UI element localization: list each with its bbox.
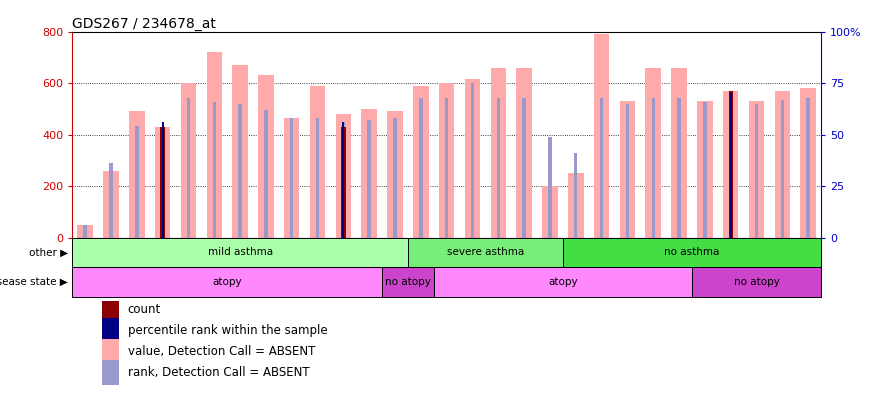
Bar — [310, 86, 325, 238]
Bar — [439, 83, 455, 238]
Bar — [542, 186, 558, 238]
Text: atopy: atopy — [212, 277, 242, 287]
Bar — [72, 238, 408, 267]
Bar — [563, 238, 821, 267]
Bar — [413, 86, 428, 238]
Bar — [646, 68, 661, 238]
Bar — [84, 225, 87, 238]
Bar — [729, 93, 732, 238]
Bar — [212, 102, 216, 238]
Text: GDS267 / 234678_at: GDS267 / 234678_at — [72, 17, 216, 30]
Bar — [341, 127, 345, 238]
Bar — [522, 97, 526, 238]
Bar — [445, 97, 448, 238]
Bar — [388, 112, 403, 238]
Bar — [103, 171, 119, 238]
Text: no asthma: no asthma — [664, 248, 720, 257]
Bar — [600, 97, 603, 238]
Bar — [181, 83, 196, 238]
Bar — [284, 118, 300, 238]
Bar — [677, 97, 681, 238]
Bar — [774, 91, 790, 238]
Bar — [548, 137, 552, 238]
Bar — [433, 267, 692, 297]
Bar — [102, 360, 119, 385]
Text: percentile rank within the sample: percentile rank within the sample — [128, 324, 327, 337]
Bar — [78, 225, 93, 238]
Text: disease state ▶: disease state ▶ — [0, 277, 68, 287]
Bar — [692, 267, 821, 297]
Bar — [574, 153, 577, 238]
Bar — [729, 91, 733, 238]
Text: no atopy: no atopy — [734, 277, 780, 287]
Bar — [619, 101, 635, 238]
Bar — [465, 79, 480, 238]
Bar — [626, 104, 629, 238]
Text: no atopy: no atopy — [385, 277, 431, 287]
Bar — [393, 118, 396, 238]
Bar — [109, 164, 113, 238]
Bar — [470, 83, 474, 238]
Text: other ▶: other ▶ — [29, 248, 68, 257]
Bar — [652, 97, 655, 238]
Bar — [367, 120, 371, 238]
Bar — [806, 97, 810, 238]
Bar — [187, 97, 190, 238]
Bar — [361, 109, 377, 238]
Bar — [568, 173, 583, 238]
Bar — [419, 97, 423, 238]
Bar — [749, 101, 765, 238]
Text: atopy: atopy — [548, 277, 578, 287]
Bar — [516, 68, 532, 238]
Bar — [233, 65, 248, 238]
Text: mild asthma: mild asthma — [208, 248, 272, 257]
Bar — [594, 34, 610, 238]
Bar — [135, 126, 138, 238]
Bar — [161, 122, 164, 238]
Bar — [290, 118, 293, 238]
Bar — [382, 267, 433, 297]
Bar — [239, 104, 241, 238]
Bar — [258, 75, 274, 238]
Bar — [342, 122, 345, 238]
Bar — [102, 318, 119, 343]
Bar — [155, 127, 170, 238]
Bar — [497, 97, 500, 238]
Bar — [755, 104, 759, 238]
Bar — [671, 68, 687, 238]
Bar — [491, 68, 506, 238]
Text: count: count — [128, 303, 161, 316]
Bar — [729, 97, 732, 238]
Bar — [316, 118, 319, 238]
Bar — [801, 88, 816, 238]
Bar — [72, 267, 382, 297]
Bar — [703, 102, 707, 238]
Text: severe asthma: severe asthma — [447, 248, 524, 257]
Text: rank, Detection Call = ABSENT: rank, Detection Call = ABSENT — [128, 366, 309, 379]
Bar — [697, 101, 713, 238]
Bar — [102, 297, 119, 322]
Bar — [129, 112, 144, 238]
Bar — [408, 238, 563, 267]
Text: value, Detection Call = ABSENT: value, Detection Call = ABSENT — [128, 345, 315, 358]
Bar — [264, 110, 268, 238]
Bar — [343, 122, 344, 238]
Bar — [781, 100, 784, 238]
Bar — [102, 339, 119, 364]
Bar — [723, 91, 738, 238]
Bar — [336, 114, 352, 238]
Bar — [206, 52, 222, 238]
Bar — [160, 127, 165, 238]
